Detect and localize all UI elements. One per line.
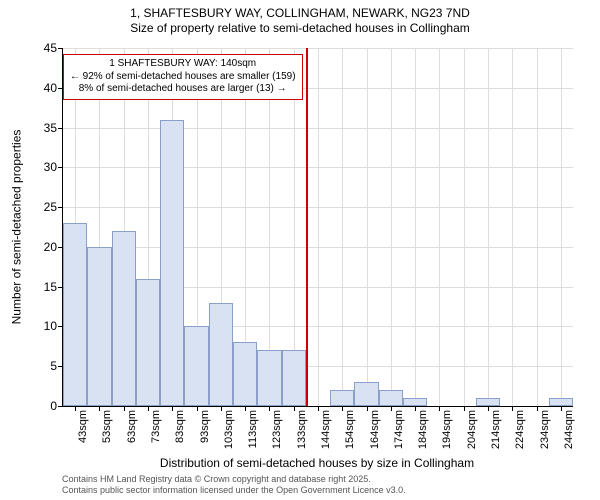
histogram-bar xyxy=(403,398,427,406)
xtick-label: 184sqm xyxy=(415,410,429,449)
xtick-label: 194sqm xyxy=(439,410,453,449)
xtick-label: 123sqm xyxy=(269,410,283,449)
histogram-bar xyxy=(233,342,257,406)
gridline-v xyxy=(391,48,392,406)
gridline-v xyxy=(561,48,562,406)
chart-title-line1: 1, SHAFTESBURY WAY, COLLINGHAM, NEWARK, … xyxy=(0,6,600,21)
histogram-bar xyxy=(112,231,136,406)
ytick-label: 20 xyxy=(44,240,63,254)
gridline-v xyxy=(464,48,465,406)
ytick-label: 5 xyxy=(50,359,63,373)
histogram-bar xyxy=(379,390,403,406)
histogram-bar xyxy=(209,303,233,406)
ytick-label: 25 xyxy=(44,200,63,214)
gridline-v xyxy=(512,48,513,406)
ytick-label: 10 xyxy=(44,319,63,333)
histogram-bar xyxy=(87,247,111,406)
ytick-label: 15 xyxy=(44,280,63,294)
annotation-box: 1 SHAFTESBURY WAY: 140sqm← 92% of semi-d… xyxy=(63,54,303,100)
xtick-label: 144sqm xyxy=(318,410,332,449)
gridline-v xyxy=(439,48,440,406)
xtick-label: 113sqm xyxy=(245,410,259,448)
chart-title: 1, SHAFTESBURY WAY, COLLINGHAM, NEWARK, … xyxy=(0,6,600,36)
histogram-bar xyxy=(63,223,87,406)
xtick-label: 83sqm xyxy=(172,410,186,443)
ytick-label: 40 xyxy=(44,81,63,95)
histogram-bar xyxy=(330,390,354,406)
ytick-label: 45 xyxy=(44,41,63,55)
histogram-bar xyxy=(549,398,573,406)
gridline-v xyxy=(342,48,343,406)
xtick-label: 93sqm xyxy=(197,410,211,443)
xtick-label: 174sqm xyxy=(391,410,405,449)
ytick-label: 0 xyxy=(50,399,63,413)
gridline-v xyxy=(415,48,416,406)
reference-line xyxy=(306,48,308,406)
chart-title-line2: Size of property relative to semi-detach… xyxy=(0,21,600,36)
ytick-label: 35 xyxy=(44,121,63,135)
xtick-label: 204sqm xyxy=(464,410,478,449)
xtick-label: 224sqm xyxy=(512,410,526,449)
footer-attribution: Contains HM Land Registry data © Crown c… xyxy=(62,474,572,496)
xtick-label: 133sqm xyxy=(294,410,308,449)
xtick-label: 214sqm xyxy=(488,410,502,449)
histogram-bar xyxy=(184,326,208,406)
gridline-v xyxy=(367,48,368,406)
footer-line1: Contains HM Land Registry data © Crown c… xyxy=(62,474,572,485)
histogram-chart: 05101520253035404543sqm53sqm63sqm73sqm83… xyxy=(62,48,572,406)
x-axis-title: Distribution of semi-detached houses by … xyxy=(62,456,572,470)
xtick-label: 73sqm xyxy=(148,410,162,443)
gridline-v xyxy=(318,48,319,406)
xtick-label: 164sqm xyxy=(367,410,381,449)
xtick-label: 244sqm xyxy=(561,410,575,449)
ytick-label: 30 xyxy=(44,160,63,174)
histogram-bar xyxy=(257,350,281,406)
y-axis-title: Number of semi-detached properties xyxy=(8,48,24,406)
xtick-label: 103sqm xyxy=(221,410,235,449)
histogram-bar xyxy=(136,279,160,406)
xtick-label: 234sqm xyxy=(537,410,551,449)
histogram-bar xyxy=(160,120,184,406)
histogram-bar xyxy=(282,350,306,406)
gridline-v xyxy=(488,48,489,406)
xtick-label: 43sqm xyxy=(75,410,89,443)
xtick-label: 53sqm xyxy=(99,410,113,443)
gridline-v xyxy=(537,48,538,406)
xtick-label: 154sqm xyxy=(342,410,356,449)
histogram-bar xyxy=(354,382,378,406)
histogram-bar xyxy=(476,398,500,406)
xtick-label: 63sqm xyxy=(124,410,138,443)
footer-line2: Contains public sector information licen… xyxy=(62,485,572,496)
plot-area: 05101520253035404543sqm53sqm63sqm73sqm83… xyxy=(62,48,573,407)
